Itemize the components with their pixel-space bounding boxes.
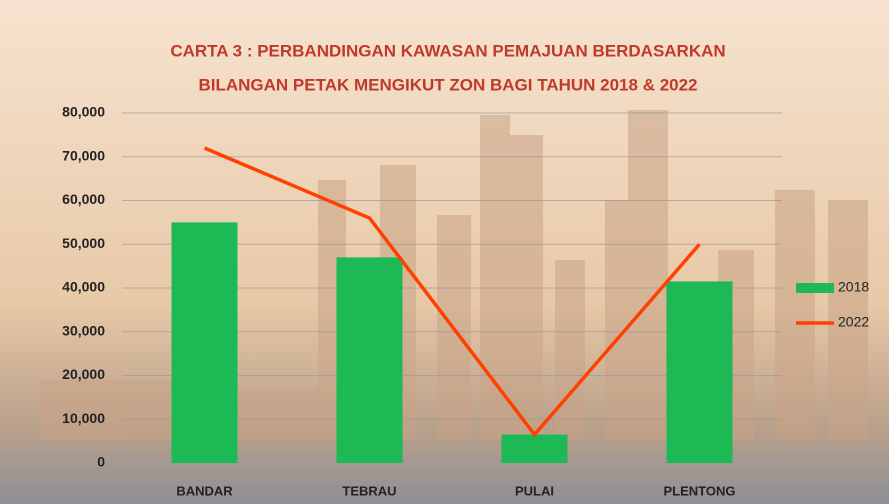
legend-label: 2022 — [838, 314, 869, 330]
y-tick-label: 80,000 — [62, 104, 105, 120]
y-tick-label: 30,000 — [62, 322, 105, 338]
y-tick-label: 70,000 — [62, 147, 105, 163]
chart-title: CARTA 3 : PERBANDINGAN KAWASAN PEMAJUAN … — [170, 41, 725, 60]
y-tick-label: 50,000 — [62, 235, 105, 251]
x-tick-label: TEBRAU — [342, 483, 396, 498]
bar — [171, 222, 238, 463]
line — [203, 146, 701, 438]
bar — [501, 434, 568, 463]
x-tick-label: PLENTONG — [664, 483, 736, 498]
x-tick-label: BANDAR — [176, 483, 233, 498]
bar — [336, 257, 403, 463]
y-tick-label: 40,000 — [62, 279, 105, 295]
y-tick-label: 20,000 — [62, 366, 105, 382]
y-tick-label: 10,000 — [62, 410, 105, 426]
legend-label: 2018 — [838, 279, 869, 295]
y-tick-label: 60,000 — [62, 191, 105, 207]
bar — [666, 281, 733, 463]
y-tick-label: 0 — [97, 454, 105, 470]
chart-title: BILANGAN PETAK MENGIKUT ZON BAGI TAHUN 2… — [198, 75, 697, 94]
legend-swatch — [796, 283, 834, 293]
x-tick-label: PULAI — [515, 483, 554, 498]
